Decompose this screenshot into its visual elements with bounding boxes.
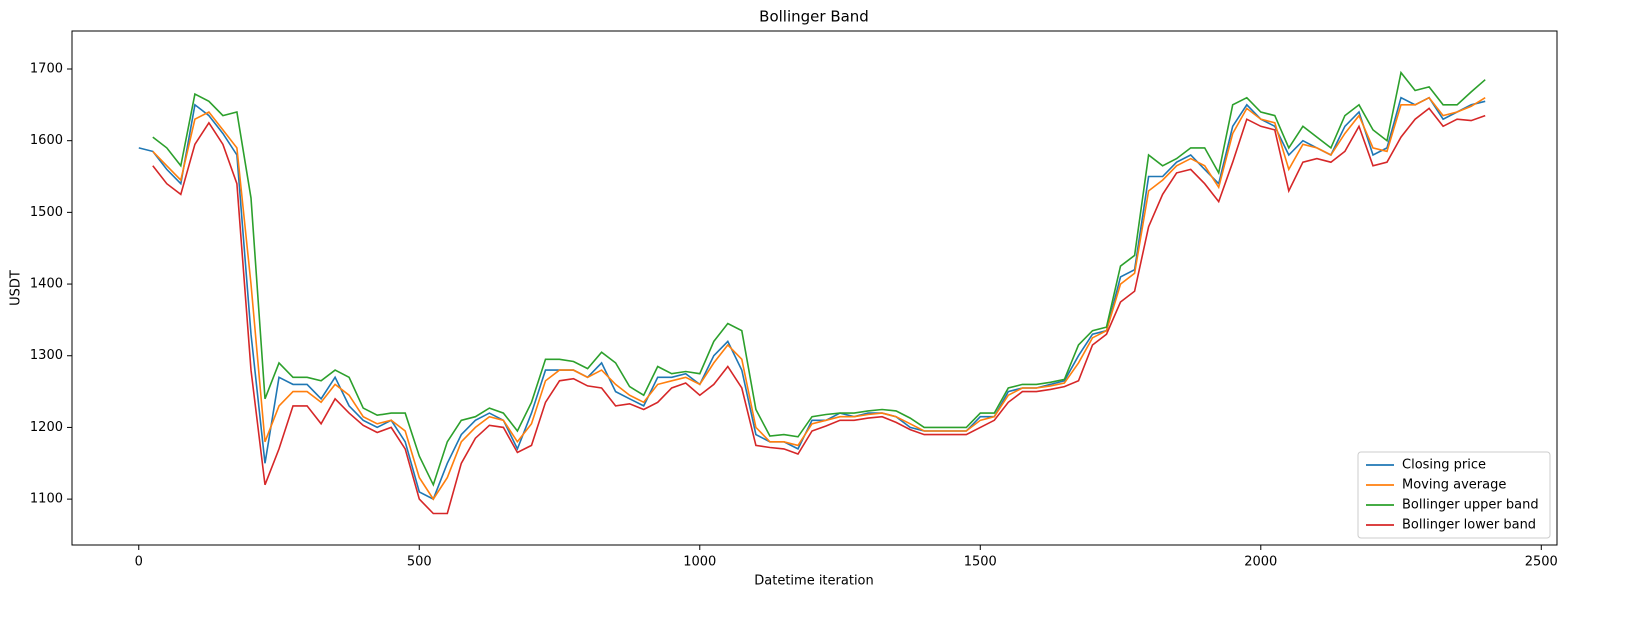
y-tick-label: 1200 [30, 420, 63, 435]
series-line [152, 96, 1486, 501]
chart-title: Bollinger Band [759, 8, 869, 26]
x-tick-label: 1000 [683, 555, 716, 570]
x-tick-label: 0 [135, 555, 143, 570]
legend-box [1357, 451, 1551, 539]
y-tick-label: 1100 [30, 492, 63, 507]
series-line [138, 96, 1486, 501]
y-tick-label: 1400 [30, 277, 63, 292]
legend-label: Closing price [1402, 458, 1486, 473]
x-tick-label: 1500 [964, 555, 997, 570]
legend-label: Moving average [1402, 478, 1506, 493]
x-axis-label: Datetime iteration [754, 574, 874, 589]
x-tick-label: 2000 [1244, 555, 1277, 570]
y-tick-label: 1700 [30, 61, 63, 76]
x-tick-label: 500 [407, 555, 432, 570]
legend-label: Bollinger lower band [1402, 518, 1536, 533]
x-tick-label: 2500 [1525, 555, 1558, 570]
plot-frame [71, 30, 1558, 546]
series-line [152, 107, 1486, 515]
y-tick-label: 1600 [30, 133, 63, 148]
series-line [152, 70, 1486, 487]
y-tick-label: 1500 [30, 205, 63, 220]
y-tick-label: 1300 [30, 348, 63, 363]
legend-label: Bollinger upper band [1402, 498, 1539, 513]
y-axis-label: USDT [9, 270, 24, 306]
